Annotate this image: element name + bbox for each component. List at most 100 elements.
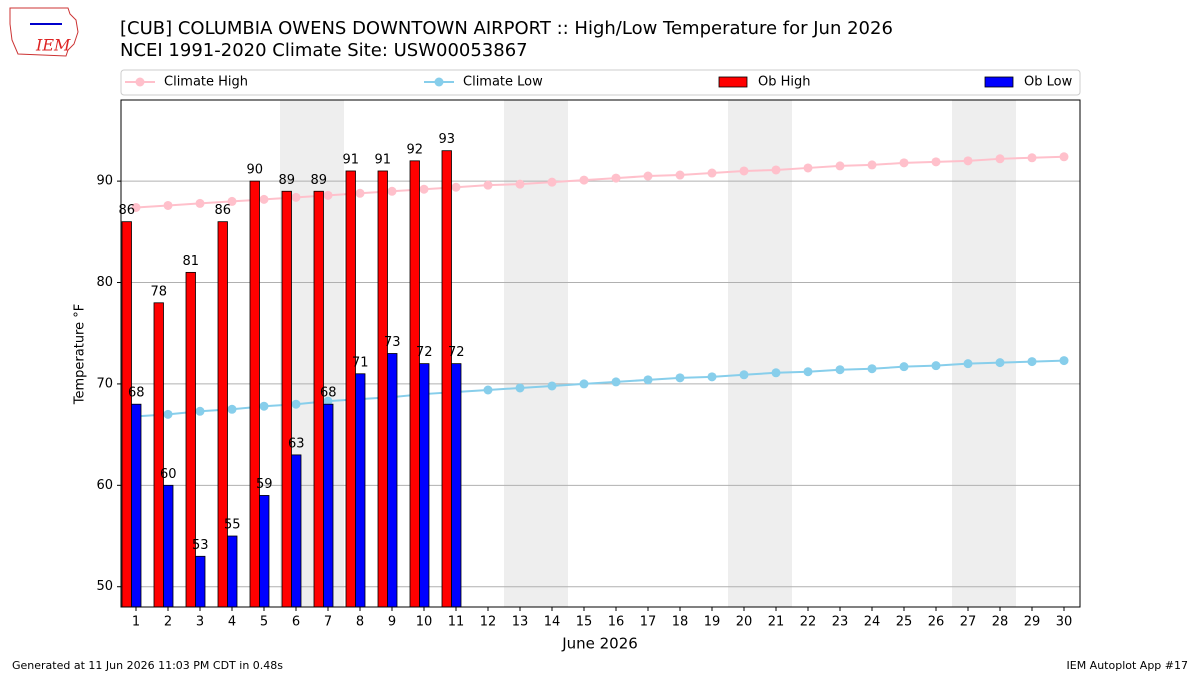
climate-marker: [291, 399, 301, 409]
x-tick-label: 9: [388, 615, 396, 630]
climate-marker: [355, 188, 365, 198]
climate-marker: [419, 184, 429, 194]
bar: [291, 454, 302, 608]
bar: [249, 180, 260, 608]
x-tick-label: 15: [576, 615, 593, 630]
x-tick-label: 2: [164, 615, 172, 630]
data-label: 81: [182, 254, 199, 269]
x-tick-label: 26: [928, 615, 945, 630]
data-label: 68: [320, 386, 337, 401]
legend-marker: [135, 77, 145, 87]
climate-marker: [803, 367, 813, 377]
data-label: 86: [118, 203, 135, 218]
climate-marker: [323, 396, 333, 406]
bar: [195, 555, 206, 608]
climate-marker: [899, 158, 909, 168]
data-label: 68: [128, 386, 145, 401]
climate-marker: [227, 404, 237, 414]
x-tick-label: 13: [512, 615, 529, 630]
x-tick-label: 19: [704, 615, 721, 630]
legend-item: Ob Low: [984, 75, 1073, 90]
climate-marker: [707, 372, 717, 382]
climate-marker: [643, 171, 653, 181]
x-tick-label: 18: [672, 615, 689, 630]
x-tick-label: 1: [132, 615, 140, 630]
data-label: 72: [416, 345, 433, 360]
legend-swatch: [718, 76, 748, 88]
bar: [377, 170, 388, 608]
data-label: 89: [278, 173, 295, 188]
x-tick-label: 27: [960, 615, 977, 630]
climate-marker: [387, 186, 397, 196]
x-tick-label: 28: [992, 615, 1009, 630]
climate-marker: [547, 381, 557, 391]
x-tick-label: 11: [448, 615, 465, 630]
x-tick-label: 8: [356, 615, 364, 630]
y-tick-label: 90: [96, 174, 113, 189]
bar: [131, 403, 142, 608]
climate-marker: [451, 182, 461, 192]
climate-marker: [835, 365, 845, 375]
climate-marker: [483, 180, 493, 190]
bar: [355, 373, 366, 608]
legend-box: [120, 69, 1081, 96]
climate-marker: [611, 173, 621, 183]
climate-marker: [867, 364, 877, 374]
legend-label: Ob Low: [1024, 75, 1073, 90]
climate-line: [135, 155, 1065, 209]
climate-marker: [867, 160, 877, 170]
climate-marker: [291, 192, 301, 202]
x-tick-label: 3: [196, 615, 204, 630]
climate-marker: [1027, 357, 1037, 367]
data-label: 71: [352, 355, 369, 370]
logo-text: IEM: [35, 36, 71, 55]
bar: [345, 170, 356, 608]
data-label: 72: [448, 345, 465, 360]
x-tick-label: 14: [544, 615, 561, 630]
y-tick-label: 70: [96, 376, 113, 391]
climate-marker: [771, 165, 781, 175]
bar: [227, 535, 238, 608]
x-tick-label: 24: [864, 615, 881, 630]
climate-marker: [259, 194, 269, 204]
climate-marker: [675, 170, 685, 180]
climate-marker: [707, 168, 717, 178]
data-label: 60: [160, 467, 177, 482]
climate-marker: [995, 154, 1005, 164]
bar: [281, 190, 292, 608]
climate-marker: [163, 200, 173, 210]
shaded-span: [504, 100, 568, 607]
plot-area: 86 78 81 86 90 89 89 91 91 92 93 68 60 53 55 59 63 68 71 73…: [118, 100, 1080, 608]
climate-line: [135, 359, 1065, 418]
climate-marker: [483, 385, 493, 395]
legend-item: Ob High: [718, 75, 811, 90]
bar: [387, 353, 398, 608]
climate-marker: [515, 383, 525, 393]
bar: [419, 363, 430, 608]
bar: [323, 403, 334, 608]
climate-marker: [195, 198, 205, 208]
bar: [451, 363, 462, 608]
legend-item: Climate Low: [424, 75, 543, 90]
footer-right: IEM Autoplot App #17: [1067, 659, 1189, 672]
y-tick-label: 50: [96, 579, 113, 594]
x-tick-label: 25: [896, 615, 913, 630]
logo-outline: [9, 7, 79, 57]
x-tick-label: 21: [768, 615, 785, 630]
climate-marker: [899, 362, 909, 372]
x-tick-label: 12: [480, 615, 497, 630]
climate-marker: [227, 196, 237, 206]
x-axis-label: June 2026: [561, 635, 638, 653]
climate-marker: [675, 373, 685, 383]
climate-marker: [131, 202, 141, 212]
bar: [259, 495, 270, 608]
legend-label: Ob High: [758, 75, 811, 90]
x-tick-label: 5: [260, 615, 268, 630]
x-tick-label: 23: [832, 615, 849, 630]
y-tick-label: 80: [96, 275, 113, 290]
y-axis-label: Temperature °F: [73, 304, 88, 405]
y-tick-label: 60: [96, 478, 113, 493]
shaded-span: [728, 100, 792, 607]
climate-marker: [995, 358, 1005, 368]
